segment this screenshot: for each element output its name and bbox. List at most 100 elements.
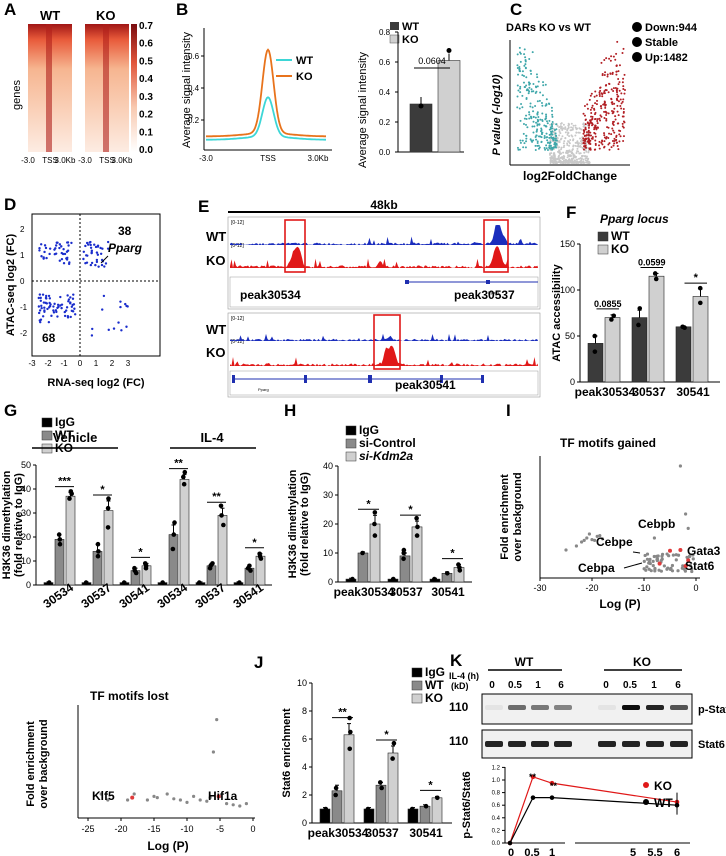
- volcano-point-up: [610, 133, 613, 136]
- tick: -3.0: [199, 154, 213, 163]
- xtick-label: 6: [674, 847, 680, 856]
- volcano-point-down: [523, 53, 526, 56]
- volcano-point-down: [523, 142, 526, 145]
- xtick-label: 0: [250, 824, 255, 834]
- volcano-point-down: [519, 70, 522, 73]
- panel-motif-lost: TF motifs lost Fold enrichment over backgr…: [25, 689, 256, 853]
- motif-point: [652, 554, 656, 559]
- significance-label: *: [366, 498, 371, 510]
- volcano-point-up: [584, 118, 587, 121]
- volcano-point-up: [594, 148, 597, 151]
- volcano-point-up: [617, 83, 620, 86]
- scatter-point: [38, 249, 41, 252]
- scatter-point: [63, 252, 67, 256]
- scatter-point: [56, 303, 60, 307]
- volcano-point-up: [583, 114, 586, 117]
- ytick-label: 0.0: [379, 148, 391, 157]
- volcano-point-up: [584, 123, 587, 126]
- gene-exon: [405, 280, 409, 284]
- wt-line-point: [507, 840, 513, 846]
- volcano-point-up: [610, 146, 613, 149]
- scatter-point: [42, 301, 46, 304]
- volcano-point-down: [545, 144, 548, 147]
- motif-point: [582, 538, 586, 543]
- volcano-point-up: [621, 52, 624, 55]
- volcano-point-stable: [580, 158, 583, 161]
- volcano-point-stable: [576, 147, 579, 150]
- motif-point: [132, 792, 136, 796]
- volcano-point-up: [591, 137, 594, 140]
- tick: -3.0: [78, 156, 92, 165]
- ytick-label: 0.4: [492, 816, 501, 822]
- volcano-point-stable: [582, 158, 585, 161]
- volcano-point-up: [621, 100, 624, 103]
- scatter-point: [37, 296, 40, 300]
- volcano-point-stable: [563, 144, 566, 147]
- scatter-point: [87, 243, 90, 246]
- gene-track-2: [229, 370, 539, 396]
- scatter-point: [66, 315, 70, 318]
- volcano-point-stable: [578, 160, 581, 163]
- volcano-point-up: [612, 110, 615, 113]
- volcano-point-stable: [558, 161, 561, 164]
- scatter-point: [99, 252, 103, 255]
- volcano-point-stable: [552, 152, 555, 155]
- scatter-gene-arrow: [100, 255, 109, 264]
- point: [95, 553, 101, 559]
- volcano-point-stable: [577, 157, 580, 160]
- point: [56, 532, 62, 537]
- volcano-point-up: [594, 90, 597, 93]
- point: [456, 562, 461, 567]
- volcano-point-up: [611, 127, 614, 130]
- tick: TSS: [99, 156, 115, 165]
- bar: [103, 510, 114, 586]
- scatter-point: [100, 258, 104, 262]
- volcano-point-up: [618, 129, 621, 132]
- volcano-point-up: [614, 58, 617, 61]
- tick: -3.0: [21, 156, 35, 165]
- panel-g-barchart: 0 10 20 30 40 50 H3K36 dimethylation (fold rela…: [1, 415, 272, 611]
- volcano-point-up: [590, 92, 593, 95]
- volcano-point-down: [540, 127, 543, 130]
- volcano-point-up: [611, 112, 614, 115]
- scatter-point: [42, 256, 45, 259]
- scatter-point: [95, 260, 99, 264]
- colorbar-tick: 0.4: [139, 74, 153, 85]
- motif-point: [590, 538, 594, 542]
- motif-point: [670, 563, 675, 568]
- band-stat6: [508, 741, 526, 747]
- volcano-point-stable: [579, 137, 582, 140]
- track-wt-1: [230, 225, 538, 245]
- volcano-point-down: [538, 123, 541, 126]
- volcano-point-up: [613, 131, 616, 134]
- volcano-point-up: [622, 110, 625, 113]
- motif-point: [644, 568, 648, 572]
- volcano-point-stable: [557, 146, 560, 149]
- scatter-point: [72, 293, 75, 296]
- scatter-point: [125, 325, 128, 328]
- volcano-point-up: [607, 137, 610, 140]
- scatter-point: [54, 252, 58, 255]
- scatter-point: [48, 306, 51, 309]
- volcano-point-up: [594, 139, 597, 142]
- volcano-point-stable: [575, 152, 578, 155]
- heatmap-colorbar: [131, 24, 137, 152]
- scatter-point: [57, 305, 60, 309]
- volcano-point-down: [518, 148, 521, 151]
- point: [414, 533, 420, 538]
- volcano-point-up: [623, 92, 626, 95]
- scatter-point: [103, 265, 106, 268]
- motif-point: [655, 557, 660, 561]
- volcano-point-stable: [582, 125, 585, 128]
- point: [347, 746, 353, 752]
- volcano-point-up: [617, 78, 620, 81]
- band-pstat6: [670, 705, 688, 710]
- volcano-point-down: [519, 139, 522, 142]
- category-label: 30537: [389, 585, 423, 599]
- volcano-point-up: [594, 102, 597, 105]
- volcano-point-down: [536, 141, 539, 144]
- volcano-point-up: [599, 119, 602, 122]
- point: [414, 515, 419, 521]
- ytick-label: 0: [20, 277, 25, 286]
- legend-label: WT: [611, 229, 630, 243]
